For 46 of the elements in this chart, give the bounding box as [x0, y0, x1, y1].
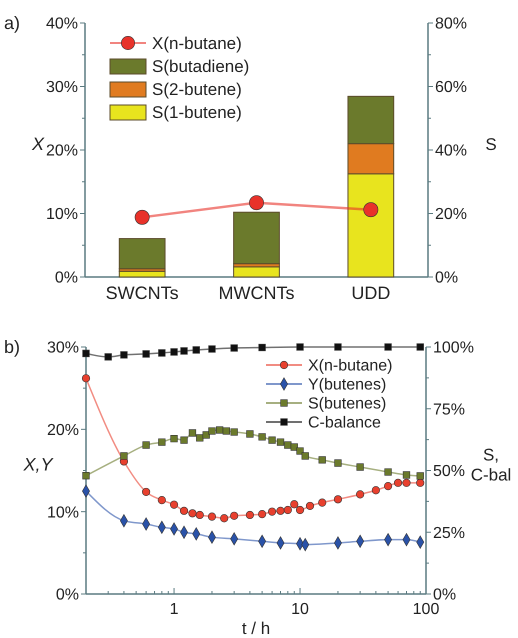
y2-tick-label: 40%: [435, 142, 468, 160]
y2-tick-label: 0%: [435, 270, 458, 287]
y-tick-label: 10%: [46, 206, 78, 224]
legend-label: X(n-butane): [308, 358, 392, 375]
y2-tick-label: 0%: [433, 586, 456, 604]
x-tick-label: 1: [170, 601, 179, 618]
x-tick-label: 100: [412, 601, 440, 618]
y2-tick-label: 20%: [435, 206, 468, 224]
y2-tick-label: 80%: [435, 16, 468, 33]
x-tick-label: SWCNTs: [106, 283, 179, 303]
y2-tick-label: 100%: [433, 340, 474, 357]
y-tick-label: 0%: [54, 270, 78, 287]
chart-title: b): [4, 337, 20, 357]
x-tick-label: UDD: [351, 283, 390, 303]
y-tick-label: 40%: [46, 16, 78, 33]
y-axis-title: X,Y: [22, 454, 54, 474]
legend-label: S(1-butene): [152, 102, 242, 122]
y2-tick-label: 25%: [433, 524, 466, 542]
x-tick-label: MWCNTs: [218, 283, 294, 303]
y-tick-label: 30%: [46, 79, 78, 96]
y-axis-title: X: [30, 134, 45, 154]
legend-label: S(butadiene): [152, 56, 250, 76]
bar: [118, 238, 166, 270]
point: [249, 195, 264, 210]
y2-tick-label: 50%: [433, 463, 466, 480]
y2-axis-title: S, C-bal: [470, 446, 512, 484]
legend-label: S(butenes): [308, 396, 386, 413]
x-axis-title: t / h: [242, 619, 270, 638]
y-tick-label: 20%: [46, 422, 79, 439]
bar: [233, 212, 280, 264]
y-tick-label: 0%: [56, 586, 79, 604]
x-tick-label: 10: [291, 601, 310, 618]
legend-label: X(n-butane): [152, 34, 242, 53]
y-tick-label: 30%: [46, 340, 79, 357]
y-tick-label: 10%: [46, 504, 79, 522]
y2-tick-label: 60%: [435, 79, 468, 96]
y2-tick-label: 75%: [433, 401, 466, 418]
legend-label: C-balance: [308, 414, 382, 432]
chart-title: a): [4, 13, 20, 33]
legend-label: S(2-butene): [152, 80, 242, 99]
bar: [233, 266, 280, 278]
point: [134, 210, 150, 225]
y-tick-label: 20%: [46, 142, 78, 160]
point: [363, 202, 378, 218]
legend-label: Y(butenes): [308, 376, 386, 394]
y2-axis-title: S: [485, 135, 497, 154]
